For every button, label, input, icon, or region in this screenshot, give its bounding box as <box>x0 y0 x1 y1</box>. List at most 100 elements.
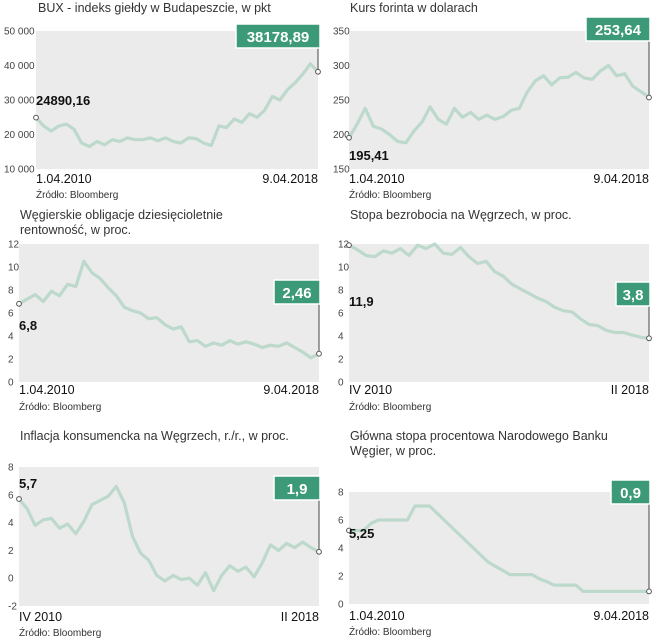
start-point <box>16 496 22 502</box>
chart-policy-rate: Główna stopa procentowa Narodowego Banku… <box>338 429 652 638</box>
plot-area <box>19 244 319 382</box>
chart-title: Główna stopa procentowa Narodowego Banku… <box>350 429 608 458</box>
y-tick-label: 2 <box>8 546 14 557</box>
x-start-label: 1.04.2010 <box>19 383 75 397</box>
y-tick-label: 0 <box>338 600 344 611</box>
y-tick-label: 200 <box>333 130 350 141</box>
end-value-badge <box>273 475 321 501</box>
y-tick-label: 12 <box>338 240 350 251</box>
chart-title-line: Stopa bezrobocia na Węgrzech, w proc. <box>350 208 572 222</box>
chart-title: Stopa bezrobocia na Węgrzech, w proc. <box>350 208 572 222</box>
end-point <box>316 350 322 357</box>
y-tick-label: 150 <box>333 165 350 176</box>
start-point <box>16 300 22 307</box>
start-point <box>346 242 352 249</box>
y-tick-label: 0 <box>338 378 344 389</box>
y-tick-label: 50 000 <box>4 27 35 38</box>
end-point <box>646 94 652 101</box>
series-line <box>17 259 321 360</box>
start-value-label: 6,8 <box>19 318 37 333</box>
end-value-badge <box>235 23 321 49</box>
y-tick-label: 12 <box>8 240 20 251</box>
y-tick-label: 8 <box>338 488 344 499</box>
y-tick-label: 30 000 <box>4 96 35 107</box>
y-tick-label: 10 <box>338 263 350 274</box>
chart-title: BUX - indeks giełdy w Budapeszcie, w pkt <box>38 1 271 15</box>
end-value-badge <box>585 16 651 42</box>
plot-area <box>19 467 319 606</box>
plot-area <box>349 31 649 169</box>
y-tick-label: 6 <box>8 309 14 320</box>
y-tick-label: 4 <box>8 332 14 343</box>
y-tick-label: 20 000 <box>4 130 35 141</box>
chart-forint: Kurs forinta w dolarach 150 200 250 300 350 19… <box>333 1 652 201</box>
y-tick-label: 2 <box>338 355 344 366</box>
y-tick-label: 4 <box>8 518 14 529</box>
series-line <box>347 63 651 145</box>
chart-title-line: Kurs forinta w dolarach <box>350 1 478 15</box>
source-note: Źródło: Bloomberg <box>349 400 431 413</box>
source-note: Źródło: Bloomberg <box>349 625 431 638</box>
plot-area <box>349 244 649 382</box>
x-start-label: 1.04.2010 <box>349 609 405 623</box>
y-tick-label: 300 <box>333 61 350 72</box>
start-value-label: 5,25 <box>349 526 374 541</box>
series-line <box>17 484 321 593</box>
chart-bonds: Węgierskie obligacje dziesięcioletnie ren… <box>8 208 322 413</box>
y-tick-label: 6 <box>338 309 344 320</box>
series-line <box>34 62 320 149</box>
chart-title-line: Węgierskie obligacje dziesięcioletnie <box>20 208 223 222</box>
start-point <box>346 134 352 141</box>
chart-title: Kurs forinta w dolarach <box>350 1 478 15</box>
chart-unemployment: Stopa bezrobocia na Węgrzech, w proc. 0 2 4… <box>338 208 652 413</box>
x-end-label: II 2018 <box>611 383 649 397</box>
y-tick-label: 40 000 <box>4 61 35 72</box>
end-value-badge <box>273 279 321 305</box>
end-value-label: 2,46 <box>282 285 311 302</box>
y-tick-label: 2 <box>8 355 14 366</box>
y-tick-label: 8 <box>338 286 344 297</box>
chart-title: Inflacja konsumencka na Węgrzech, r./r.,… <box>20 429 289 443</box>
x-start-label: IV 2010 <box>349 383 392 397</box>
start-value-label: 11,9 <box>349 294 374 309</box>
end-point <box>315 68 321 75</box>
y-tick-label: 0 <box>8 378 14 389</box>
chart-title-line: Główna stopa procentowa Narodowego Banku <box>350 429 608 443</box>
chart-inflation: Inflacja konsumencka na Węgrzech, r./r.,… <box>8 429 322 639</box>
chart-title-line: Węgier, w proc. <box>350 444 436 458</box>
y-tick-label: 6 <box>338 516 344 527</box>
y-tick-label: 4 <box>338 544 344 555</box>
y-tick-label: 6 <box>8 490 14 501</box>
end-value-badge <box>610 479 651 505</box>
end-point <box>316 548 322 555</box>
chart-bux: BUX - indeks giełdy w Budapeszcie, w pkt… <box>4 1 321 201</box>
source-note: Źródło: Bloomberg <box>19 400 101 413</box>
plot-area <box>349 492 649 604</box>
y-tick-label: 10 000 <box>4 165 35 176</box>
x-end-label: 9.04.2018 <box>593 609 649 623</box>
x-end-label: 9.04.2018 <box>263 383 319 397</box>
start-value-label: 24890,16 <box>36 93 90 108</box>
y-tick-label: 10 <box>8 263 20 274</box>
end-point <box>646 335 652 342</box>
start-value-label: 5,7 <box>19 476 37 491</box>
source-note: Źródło: Bloomberg <box>349 188 431 201</box>
x-end-label: 9.04.2018 <box>593 172 649 186</box>
source-note: Źródło: Bloomberg <box>19 626 101 639</box>
y-tick-label: 2 <box>338 572 344 583</box>
y-tick-label: 250 <box>333 96 350 107</box>
end-value-label: 0,9 <box>620 485 641 502</box>
chart-title-line: rentowność, w proc. <box>20 223 131 237</box>
series-line <box>347 504 651 593</box>
end-value-label: 253,64 <box>595 22 642 39</box>
start-value-label: 195,41 <box>349 148 389 163</box>
x-end-label: 9.04.2018 <box>262 172 318 186</box>
x-end-label: II 2018 <box>281 610 319 624</box>
source-note: Źródło: Bloomberg <box>36 188 118 201</box>
end-value-label: 3,8 <box>623 287 644 304</box>
y-tick-label: 4 <box>338 332 344 343</box>
y-tick-label: -2 <box>8 602 17 613</box>
x-start-label: 1.04.2010 <box>349 172 405 186</box>
x-start-label: IV 2010 <box>19 610 62 624</box>
end-point <box>646 588 652 595</box>
